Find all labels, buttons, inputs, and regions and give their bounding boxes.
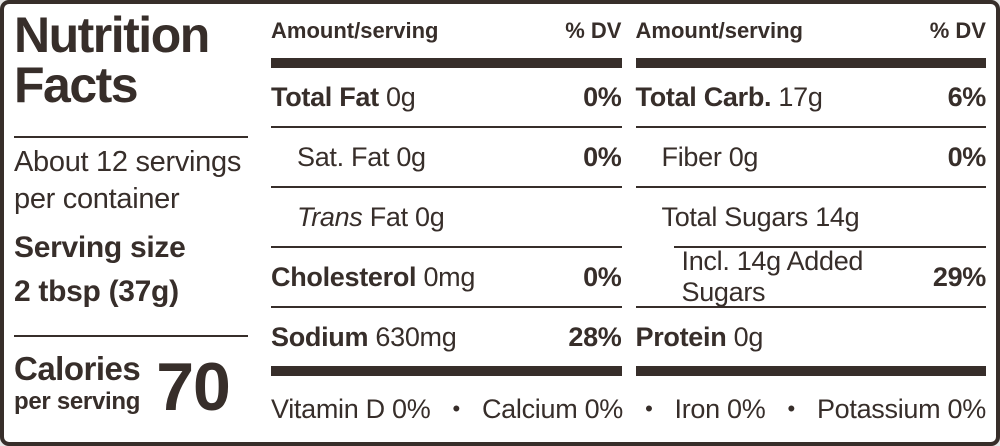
- thick-divider: [271, 366, 622, 376]
- nutrient-row-trans-fat: Trans Fat 0g: [271, 188, 622, 246]
- percent-dv-header: % DV: [565, 18, 622, 43]
- nutrient-name: Total Carb.: [635, 81, 772, 112]
- divider: [14, 136, 248, 138]
- nutrient-row-protein: Protein 0g: [636, 308, 987, 366]
- title-line-1: Nutrition: [14, 7, 210, 63]
- nutrient-row-total-sugars: Total Sugars 14g: [636, 188, 987, 246]
- nutrient-row-added-sugars: Incl. 14g Added Sugars 29%: [636, 246, 987, 308]
- column-header: Amount/serving % DV: [636, 4, 987, 58]
- nutrient-name-italic: Trans: [297, 201, 363, 232]
- nutrient-label: Incl. 14g Added Sugars: [682, 246, 933, 308]
- amount-serving-header: Amount/serving: [635, 18, 803, 43]
- amount-serving-header: Amount/serving: [271, 18, 439, 43]
- nutrient-row-fiber: Fiber 0g 0%: [636, 128, 987, 186]
- divider: [271, 126, 622, 128]
- thick-divider: [271, 58, 622, 68]
- serving-size-label: Serving size: [14, 231, 186, 265]
- nutrient-amount: 17g: [778, 81, 823, 112]
- divider: [271, 306, 622, 308]
- thick-divider: [635, 58, 986, 68]
- nutrient-amount: 0g: [733, 321, 764, 352]
- nutrient-label: Sat. Fat 0g: [297, 142, 426, 173]
- bullet-separator: •: [645, 396, 653, 421]
- nutrient-amount: 0g: [386, 81, 416, 112]
- calories-label-group: Calories per serving: [14, 350, 141, 415]
- servings-line-2: per container: [14, 183, 180, 216]
- nutrient-dv: 0%: [947, 141, 987, 172]
- nutrient-column-fat-sodium: Amount/serving % DV Total Fat 0g 0% Sat.…: [271, 4, 622, 376]
- micronutrient-potassium: Potassium 0%: [816, 393, 986, 424]
- serving-size-value: 2 tbsp (37g): [14, 274, 179, 308]
- serving-size: Serving size 2 tbsp (37g): [14, 226, 248, 313]
- nutrient-label: Total Sugars 14g: [662, 202, 860, 233]
- nutrient-label: Cholesterol 0mg: [271, 262, 475, 293]
- nutrient-label: Sodium 630mg: [271, 321, 457, 353]
- nutrient-dv: 28%: [568, 321, 622, 352]
- micronutrients-row: Vitamin D 0% • Calcium 0% • Iron 0% • Po…: [271, 376, 986, 442]
- nutrient-columns: Amount/serving % DV Total Fat 0g 0% Sat.…: [271, 4, 986, 376]
- nutrient-label: Protein 0g: [636, 322, 764, 353]
- panel-title: Nutrition Facts: [14, 10, 248, 110]
- nutrient-dv: 0%: [583, 81, 622, 112]
- calories-label: Calories: [14, 350, 141, 388]
- nutrient-amount: 0g: [728, 141, 759, 172]
- nutrient-row-sodium: Sodium 630mg 28%: [271, 308, 622, 366]
- divider-indented: [673, 246, 986, 248]
- micronutrient-calcium: Calcium 0%: [481, 393, 624, 424]
- nutrient-column-carb-protein: Amount/serving % DV Total Carb. 17g 6% F…: [635, 4, 987, 376]
- nutrient-amount: 14g: [815, 201, 860, 232]
- nutrient-name: Fiber: [661, 141, 722, 172]
- divider: [271, 246, 622, 248]
- nutrient-row-sat-fat: Sat. Fat 0g 0%: [271, 128, 622, 186]
- nutrient-row-cholesterol: Cholesterol 0mg 0%: [271, 248, 622, 306]
- nutrient-name: Sat. Fat: [297, 141, 390, 172]
- servings-line-1: About 12 servings: [14, 146, 242, 178]
- nutrient-name: Total Sugars: [661, 201, 809, 232]
- nutrient-name: Cholesterol: [271, 261, 417, 292]
- nutrient-name: Incl. 14g Added Sugars: [681, 246, 864, 307]
- calories-row: Calories per serving 70: [14, 348, 248, 425]
- percent-dv-header: % DV: [929, 18, 986, 43]
- divider: [635, 126, 986, 128]
- bullet-separator: •: [787, 396, 796, 421]
- nutrient-amount: 0g: [415, 201, 445, 232]
- nutrient-name: Total Fat: [271, 81, 379, 112]
- divider: [635, 306, 986, 308]
- nutrient-dv: 6%: [947, 81, 987, 112]
- nutrient-dv: 29%: [932, 261, 986, 292]
- calories-sublabel: per serving: [14, 387, 141, 415]
- bullet-separator: •: [452, 396, 461, 421]
- micronutrient-iron: Iron 0%: [674, 393, 766, 424]
- nutrient-row-total-fat: Total Fat 0g 0%: [271, 68, 622, 126]
- nutrient-amount: 0mg: [423, 261, 476, 292]
- divider: [14, 335, 248, 338]
- nutrient-label: Fiber 0g: [662, 142, 759, 173]
- servings-per-container: About 12 servings per container: [14, 144, 248, 218]
- nutrient-name: Fat: [369, 201, 408, 232]
- column-header: Amount/serving % DV: [271, 4, 622, 58]
- calories-value: 70: [156, 348, 231, 425]
- nutrient-area: Amount/serving % DV Total Fat 0g 0% Sat.…: [256, 4, 996, 442]
- divider: [635, 186, 986, 188]
- nutrient-label: Trans Fat 0g: [297, 201, 445, 233]
- title-line-2: Facts: [14, 57, 139, 113]
- divider: [271, 186, 622, 188]
- nutrient-label: Total Fat 0g: [271, 81, 416, 113]
- micronutrient-vitamin-d: Vitamin D 0%: [271, 393, 431, 424]
- nutrient-amount: 0g: [396, 141, 426, 172]
- nutrient-name: Sodium: [271, 321, 369, 352]
- thick-divider: [635, 366, 986, 376]
- nutrient-label: Total Carb. 17g: [636, 82, 823, 113]
- nutrient-dv: 0%: [583, 261, 622, 292]
- summary-column: Nutrition Facts About 12 servings per co…: [4, 4, 256, 442]
- nutrient-row-total-carb: Total Carb. 17g 6%: [636, 68, 987, 126]
- nutrient-dv: 0%: [583, 141, 622, 172]
- nutrient-name: Protein: [635, 321, 727, 352]
- nutrient-amount: 630mg: [375, 321, 457, 352]
